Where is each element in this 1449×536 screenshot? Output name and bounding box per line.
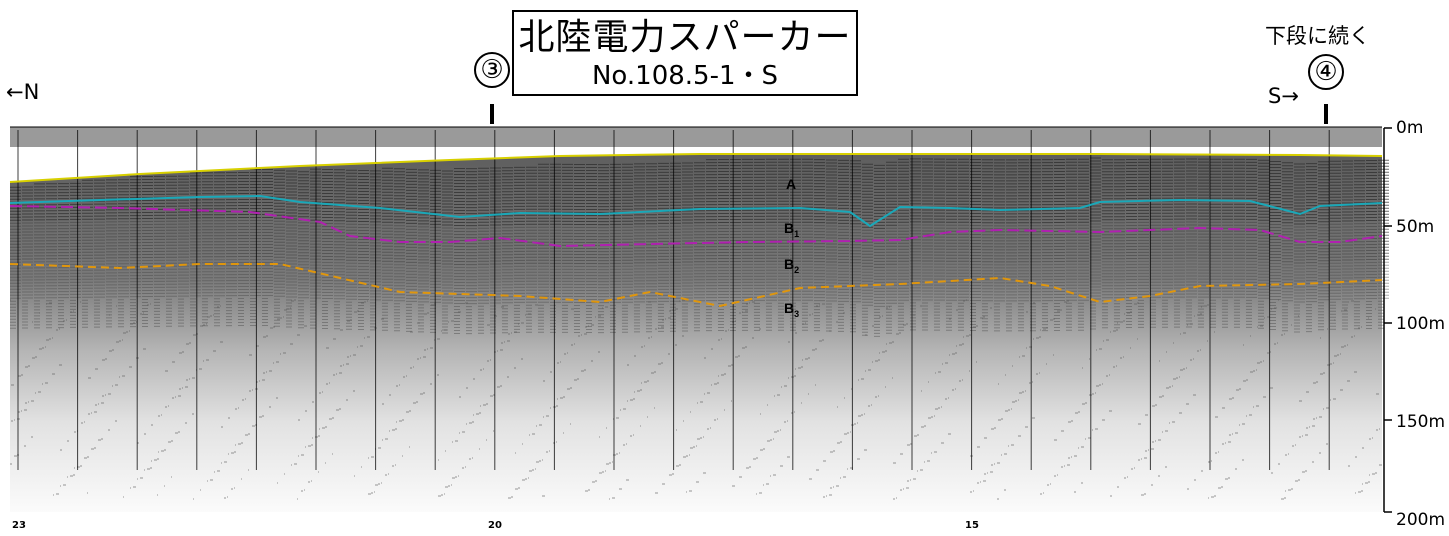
unit-label-b2: B2 (784, 256, 800, 275)
continues-label: 下段に続く (1265, 24, 1370, 48)
reflector-texture (382, 164, 1389, 175)
marker-3: ③ (474, 52, 510, 88)
reflector-texture (10, 313, 1384, 325)
reflector-texture (10, 307, 1384, 319)
depth-label-150: 150m (1396, 412, 1446, 432)
depth-label-100: 100m (1396, 314, 1446, 334)
depth-label-50: 50m (1396, 217, 1435, 237)
distance-label-23: 23 (12, 520, 26, 531)
unit-label-b3: B3 (784, 300, 800, 319)
reflector-texture (10, 301, 1384, 313)
marker-4-tick (1324, 104, 1328, 124)
reflector-texture (10, 325, 1384, 337)
reflector-texture (34, 181, 1389, 193)
a-base-horizon (9, 194, 1383, 228)
reflector-texture (454, 161, 1389, 172)
north-direction-label: ←N (6, 80, 40, 104)
page-title: 北陸電力スパーカー (518, 17, 852, 58)
title-box: 北陸電力スパーカー No.108.5-1・S (512, 10, 858, 96)
reflector-texture (190, 172, 1389, 184)
reflector-texture (10, 298, 1384, 310)
reflector-texture (10, 310, 1384, 322)
seafloor-horizon (9, 153, 1383, 183)
unit-label-a: A (786, 176, 797, 192)
reflector-texture (130, 175, 1389, 187)
depth-label-200: 200m (1396, 510, 1446, 530)
deep-noise-texture (10, 299, 1382, 500)
b1-base-horizon (9, 205, 1383, 248)
south-direction-label: S→ (1268, 84, 1299, 108)
reflector-texture (10, 304, 1384, 316)
distance-label-15: 15 (965, 520, 979, 531)
line-id: No.108.5-1・S (591, 61, 779, 91)
marker-4: ④ (1308, 54, 1344, 90)
distance-label-20: 20 (488, 520, 502, 531)
reflector-texture (538, 158, 1389, 169)
reflector-texture (10, 322, 1384, 334)
marker-3-tick (490, 104, 494, 124)
reflector-texture (706, 157, 1101, 166)
reflector-texture (10, 319, 1384, 331)
depth-label-0: 0m (1396, 118, 1424, 138)
b2-base-horizon (9, 263, 1383, 308)
water-column-band (10, 127, 1382, 147)
reflector-texture (10, 316, 1384, 328)
unit-label-b1: B1 (784, 220, 800, 239)
